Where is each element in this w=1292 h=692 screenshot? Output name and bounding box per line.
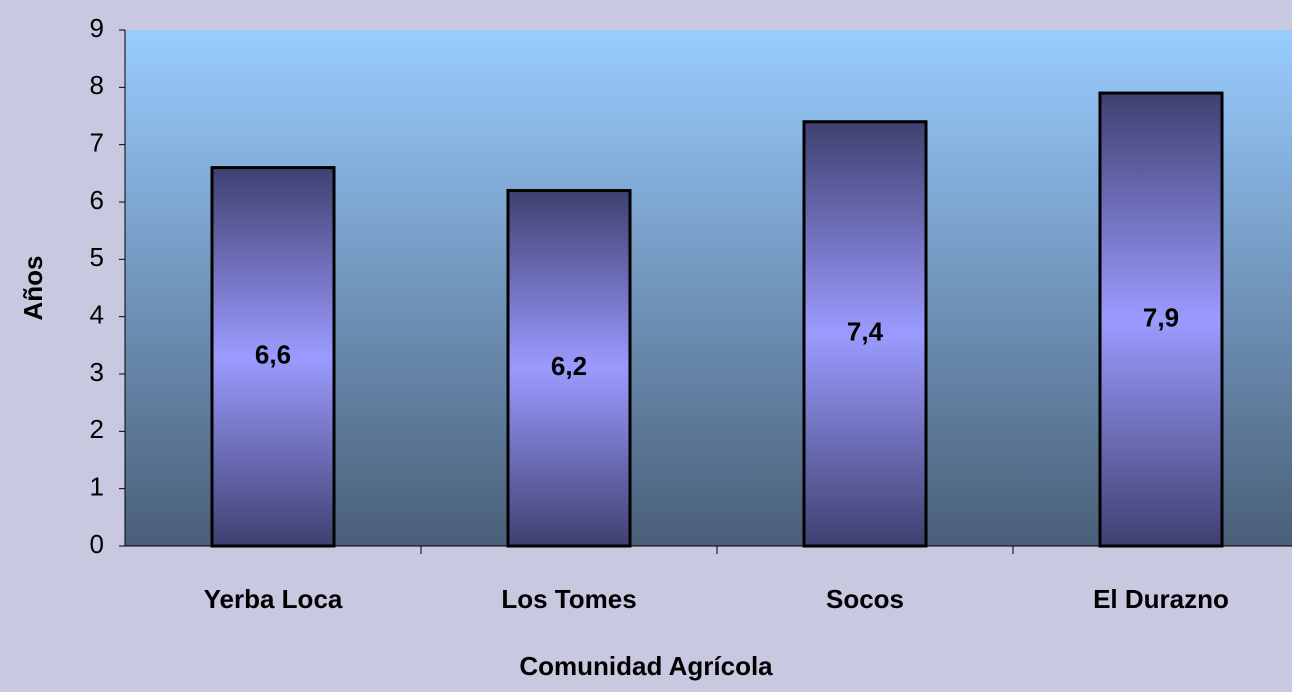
x-axis-title: Comunidad Agrícola — [519, 651, 773, 681]
bar — [506, 189, 632, 548]
bar — [802, 120, 928, 548]
bar — [1098, 91, 1224, 548]
y-tick-label: 6 — [90, 185, 104, 215]
y-tick-label: 8 — [90, 70, 104, 100]
value-label: 7,9 — [1143, 302, 1179, 332]
y-tick-label: 3 — [90, 357, 104, 387]
x-tick-label: Los Tomes — [501, 584, 636, 614]
x-tick-label: Yerba Loca — [204, 584, 343, 614]
x-tick-label: Socos — [826, 584, 904, 614]
bar — [210, 166, 336, 548]
value-label: 6,6 — [255, 340, 291, 370]
x-tick-label: El Durazno — [1093, 584, 1229, 614]
y-axis-title: Años — [18, 256, 48, 321]
y-tick-label: 2 — [90, 414, 104, 444]
value-label: 6,2 — [551, 351, 587, 381]
y-tick-label: 1 — [90, 472, 104, 502]
y-tick-label: 7 — [90, 128, 104, 158]
y-tick-label: 0 — [90, 529, 104, 559]
y-tick-label: 4 — [90, 300, 104, 330]
y-tick-label: 5 — [90, 242, 104, 272]
value-label: 7,4 — [847, 317, 884, 347]
y-tick-label: 9 — [90, 13, 104, 43]
